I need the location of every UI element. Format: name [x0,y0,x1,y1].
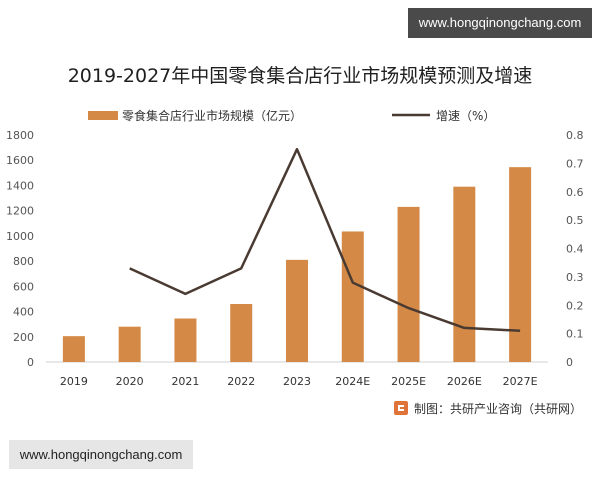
chart-title: 2019-2027年中国零食集合店行业市场规模预测及增速 [68,65,533,87]
x-tick-label: 2019 [60,375,88,388]
y-left-tick-label: 1800 [6,129,34,142]
x-tick-label: 2027E [503,375,538,388]
bar [174,318,197,362]
bar [230,303,253,362]
x-tick-label: 2025E [391,375,426,388]
y-right-tick-label: 0.8 [566,129,584,142]
growth-line [129,147,521,333]
bar [62,336,85,362]
bar [509,167,532,362]
x-tick-label: 2023 [283,375,311,388]
legend-label-bar: 零食集合店行业市场规模（亿元） [122,108,302,123]
watermark-top: www.hongqinongchang.com [408,8,592,38]
y-right-tick-label: 0.1 [566,328,584,341]
x-tick-label: 2024E [335,375,370,388]
y-left-tick-label: 1000 [6,230,34,243]
legend: 零食集合店行业市场规模（亿元） 增速（%） [88,108,495,123]
x-tick-label: 2020 [116,375,144,388]
y-right-tick-label: 0.3 [566,271,584,284]
y-right-tick-label: 0.2 [566,299,584,312]
y-left-tick-label: 1400 [6,179,34,192]
x-tick-label: 2021 [171,375,199,388]
y-left-tick-label: 600 [13,280,34,293]
bar [286,259,308,362]
y-right-tick-label: 0 [566,356,573,369]
legend-swatch-bar [88,111,118,120]
bar [397,206,420,362]
y-right-tick-label: 0.7 [566,157,584,170]
source-text: 制图：共研产业咨询（共研网） [414,401,582,416]
y-left-tick-label: 400 [13,306,34,319]
x-tick-label: 2026E [447,375,482,388]
plot-area: 0 200 400 600 800 1000 1200 1400 1600 1800 0 0.1 0.2… [6,129,584,388]
y-left-tick-label: 800 [13,255,34,268]
y-left-tick-label: 1600 [6,154,34,167]
y-right-tick-label: 0.6 [566,186,584,199]
y-left-tick-label: 0 [27,356,34,369]
bar [453,186,476,362]
y-right-tick-label: 0.4 [566,243,584,256]
bar [118,326,141,362]
x-tick-label: 2022 [227,375,255,388]
bar [341,231,364,362]
y-left-tick-label: 1200 [6,205,34,218]
gongyan-logo-icon [394,401,408,415]
y-right-tick-label: 0.5 [566,214,584,227]
source-credit: 制图：共研产业咨询（共研网） [394,401,582,416]
y-left-tick-label: 200 [13,331,34,344]
legend-label-line: 增速（%） [436,109,495,123]
watermark-bottom: www.hongqinongchang.com [9,440,193,469]
